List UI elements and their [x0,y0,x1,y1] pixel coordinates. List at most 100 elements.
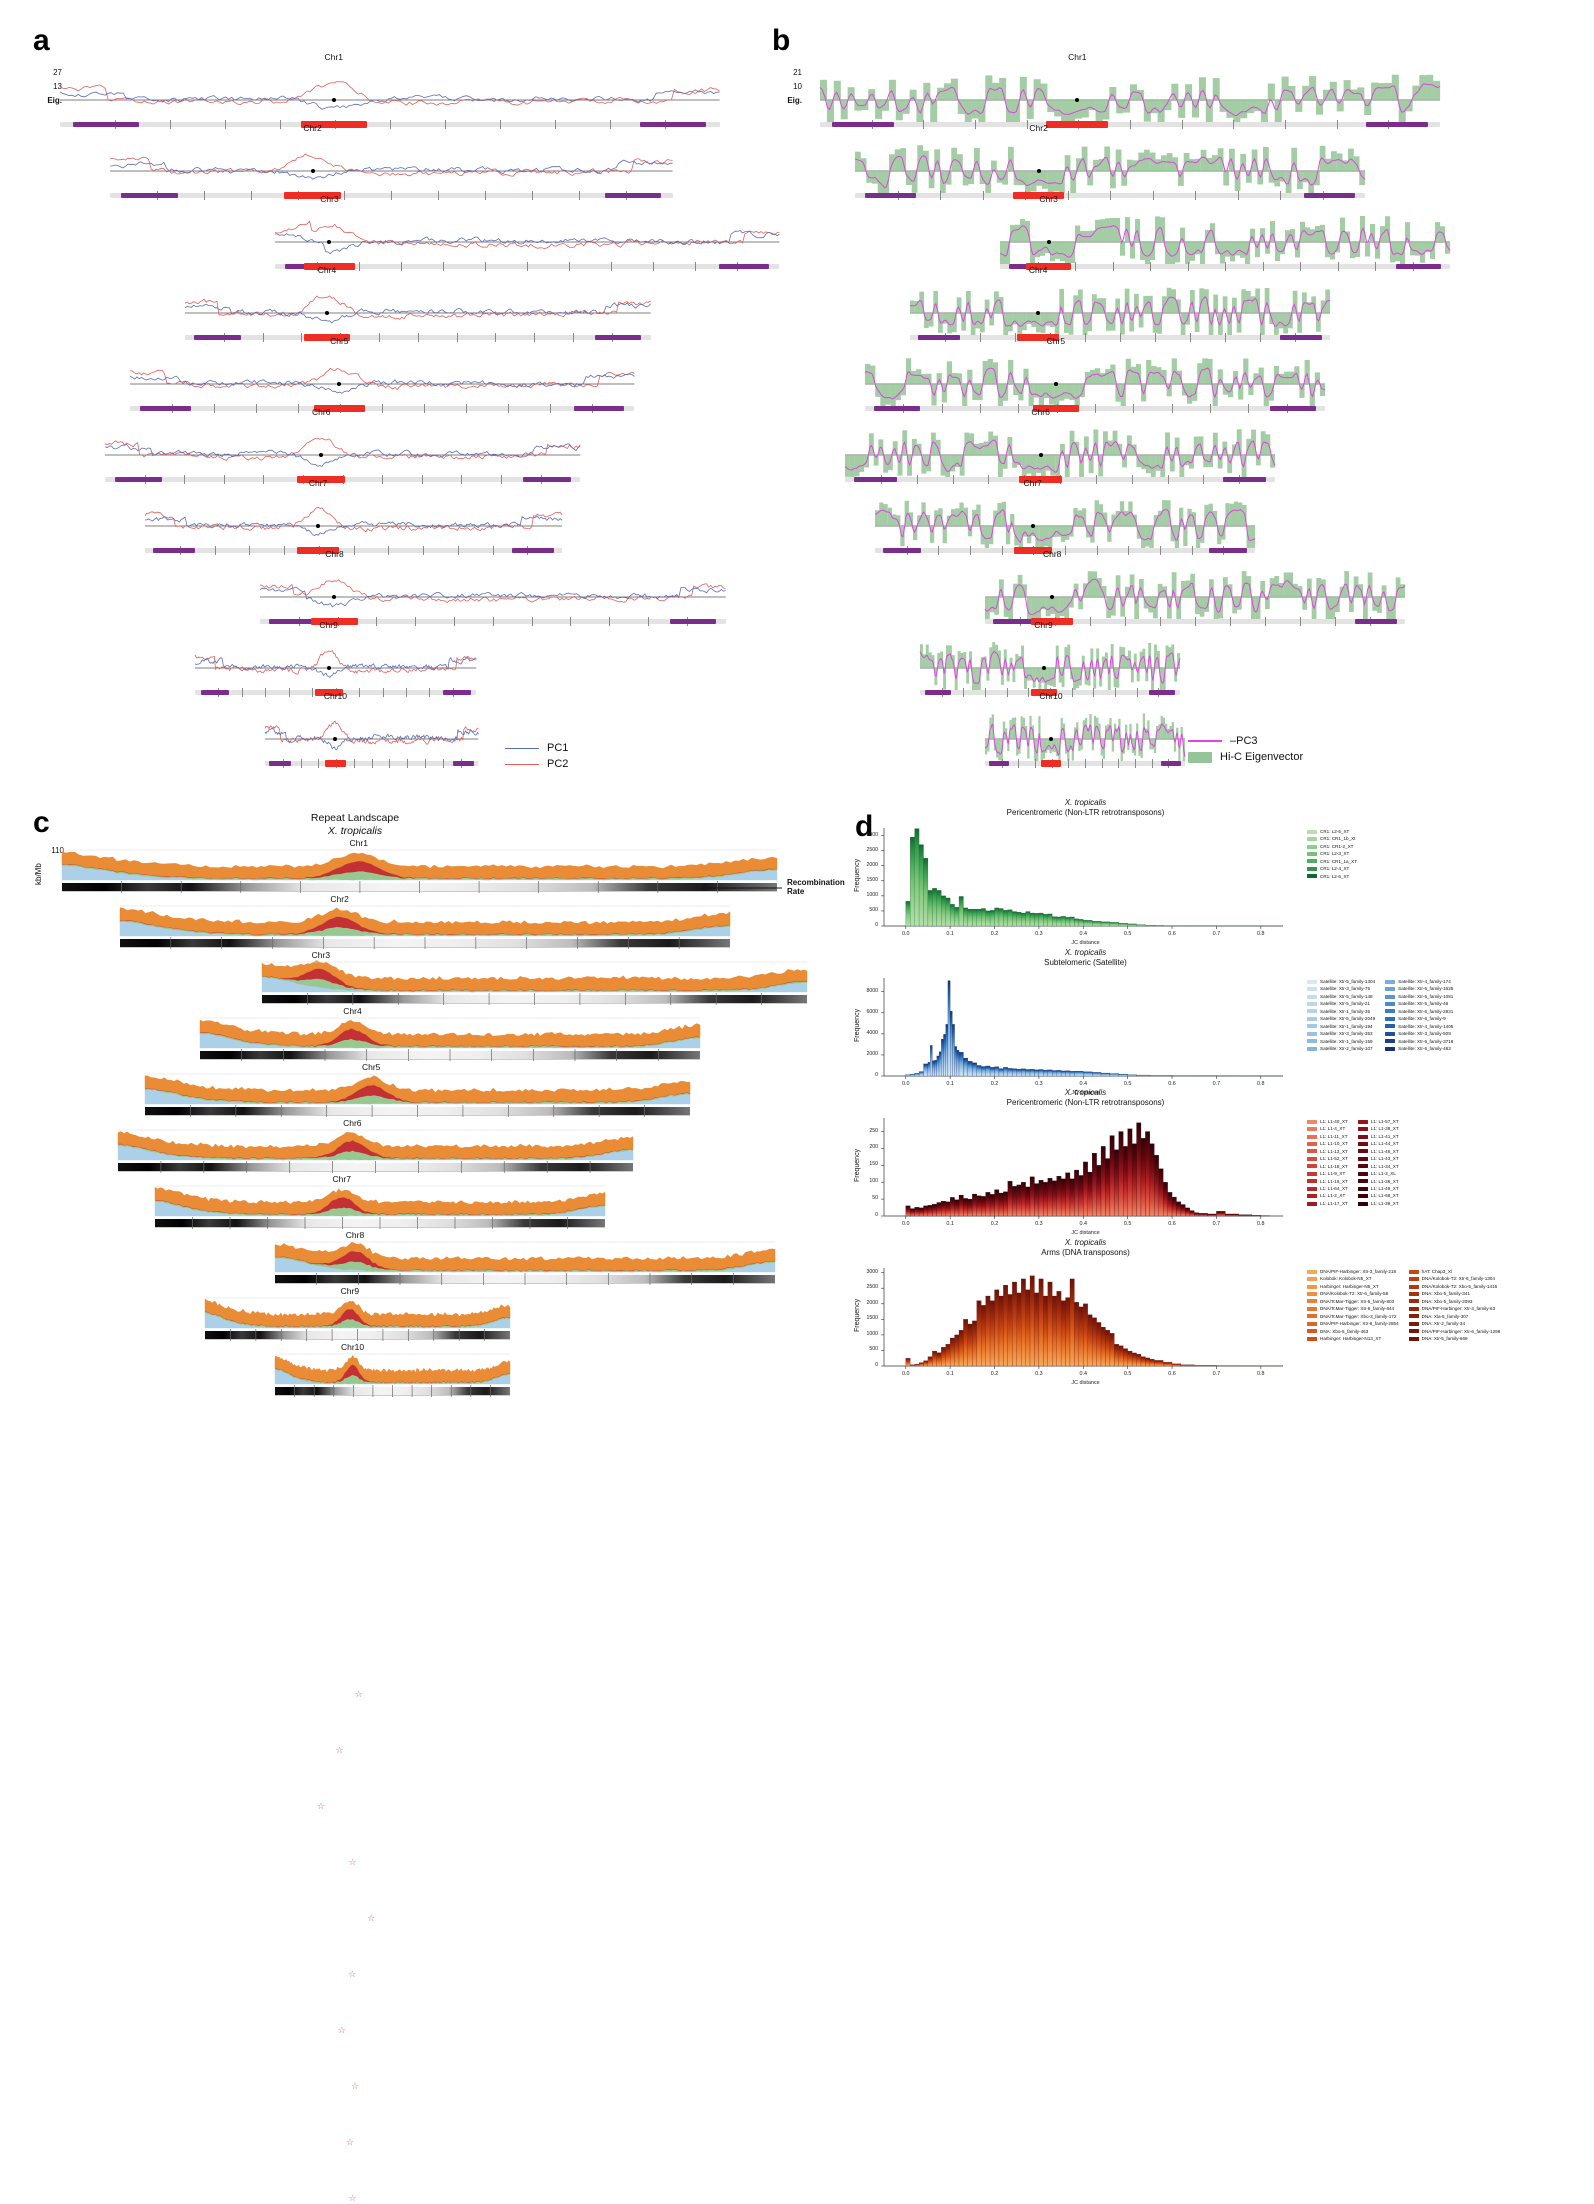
legend-swatch [1409,1299,1419,1303]
legend-entry: Satellite: Xtr-5_family-1081 [1385,993,1453,1000]
histogram-xtick: 0.1 [946,1371,954,1377]
legend-entry: L1: L1-18_XT [1307,1163,1348,1170]
legend-swatch [1385,987,1395,991]
legend-entry: CR1: CR1_1b_Xt [1307,835,1357,842]
telomere-marker [194,335,241,340]
chromosome-ideogram [845,477,1275,482]
legend-swatch [1307,1277,1317,1281]
histogram-xtick: 0.2 [991,931,999,937]
histogram-xtick: 0.3 [1035,1221,1043,1227]
ideogram-tick [318,759,319,768]
pc2-label: PC2 [547,758,568,770]
ideogram-tick [963,688,964,697]
legend-swatch [1409,1314,1419,1318]
ideogram-tick [1007,688,1008,697]
legend-entry: Satellite: Xtr-5_family-46 [1385,1000,1453,1007]
ideogram-tick [354,759,355,768]
panel-b-legend: –PC3 Hi-C Eigenvector [1188,735,1303,767]
centromere-dot [1039,453,1043,457]
ideogram-tick [1188,262,1189,271]
panel-c-chr-label: Chr9 [341,1286,359,1296]
ideogram-tick [532,191,533,200]
ideogram-tick [407,759,408,768]
legend-label: Satellite: Xtr-5_family-1304 [1320,978,1375,985]
legend-entry: hAT: Chap3_Xl [1409,1268,1501,1275]
ideogram-tick [1115,688,1116,697]
legend-label: CR1: CR1-2_XT [1320,843,1353,850]
centromere-marker [1046,121,1108,128]
histogram-xtick: 0.5 [1124,1371,1132,1377]
centromere-marker [1041,760,1061,767]
chromosome-ideogram [60,122,720,127]
legend-entry: L1: L1-52_XT [1307,1155,1348,1162]
telomere-marker [443,690,471,695]
histogram-ytick: 3000 [840,1269,878,1275]
legend-swatch [1307,1149,1317,1153]
legend-swatch [1307,1270,1317,1274]
legend-entry: L1: L1-46_XT [1358,1148,1399,1155]
legend-label: L1: L1-2_XT [1320,1192,1345,1199]
panel-a-chr-label: Chr1 [325,52,343,62]
ideogram-tick [214,404,215,413]
legend-label: L1: L1-16_XT [1320,1178,1348,1185]
ideogram-tick [1097,546,1098,555]
legend-entry: DNA: Xbo-5_family-341 [1409,1290,1501,1297]
legend-label: CR1: L2-6_XT [1320,873,1349,880]
legend-label: Satellite: Xtr-6_family-1625 [1398,985,1453,992]
histogram-ytick: 50 [840,1195,878,1201]
ideogram-tick [1285,120,1286,129]
centromere-dot [1031,524,1035,528]
histogram-ytick: 500 [840,1346,878,1352]
telomere-marker [1366,122,1428,127]
ideogram-tick [376,617,377,626]
legend-entry: Satellite: Xtr-5_family-148 [1307,993,1375,1000]
histogram-xtick: 0.0 [902,1371,910,1377]
legend-entry: Satellite: Xtr-2_family-107 [1307,1045,1375,1052]
legend-column: Satellite: Xtr-5_family-1304 Satellite: X… [1307,978,1375,1052]
ideogram-tick [390,120,391,129]
ideogram-tick [1118,759,1119,768]
ideogram-tick [359,262,360,271]
telomere-marker [1161,761,1181,766]
centromere-dot [325,311,329,315]
ideogram-tick [534,333,535,342]
legend-entry: L1: L1-11_XT [1307,1133,1348,1140]
histogram-xlabel: JC distance [1071,1380,1099,1386]
ideogram-tick [1132,475,1133,484]
panel-c-chr-label: Chr10 [341,1342,364,1352]
chromosome-ideogram [855,193,1365,198]
legend-entry: L1: L1-43_XT [1358,1155,1399,1162]
histogram-xtick: 0.8 [1257,1081,1265,1087]
centromere-star-icon: ☆ [349,2193,357,2204]
legend-entry: Satellite: Xtr-1_family-194 [1307,1023,1375,1030]
panel-b-chr-label: Chr2 [1029,123,1047,133]
histogram-title-species: X. tropicalis [1007,1088,1165,1098]
legend-swatch [1385,1024,1395,1028]
ideogram-tick [1160,546,1161,555]
legend-label: Satellite: Xtr-1_family-194 [1320,1023,1373,1030]
ideogram-tick [265,688,266,697]
centromere-dot [311,169,315,173]
panel-b-chr-label: Chr3 [1039,194,1057,204]
centromere-dot [332,98,336,102]
panel-b-chr-label: Chr1 [1068,52,1086,62]
ideogram-tick [1128,546,1129,555]
ideogram-tick [1172,404,1173,413]
legend-swatch [1358,1157,1368,1161]
ideogram-tick [1265,617,1266,626]
legend-swatch [1307,1179,1317,1183]
legend-label: Satellite: Xtr-3_family-509 [1398,1030,1451,1037]
histogram-ytick: 0 [840,1362,878,1368]
legend-entry: Kolobok: Kolobok-N5_XT [1307,1275,1399,1282]
legend-swatch [1307,987,1317,991]
legend-swatch [1358,1120,1368,1124]
legend-label: Harbinger: Harbinger-N5_XT [1320,1283,1379,1290]
telomere-marker [883,548,921,553]
legend-label: Satellite: Xtr-6_family-3718 [1398,1038,1453,1045]
panel-a-chr-label: Chr4 [318,265,336,275]
histogram-ytick: 2500 [840,847,878,853]
telomere-marker [595,335,642,340]
chromosome-ideogram [145,548,562,553]
histogram-xtick: 0.5 [1124,931,1132,937]
